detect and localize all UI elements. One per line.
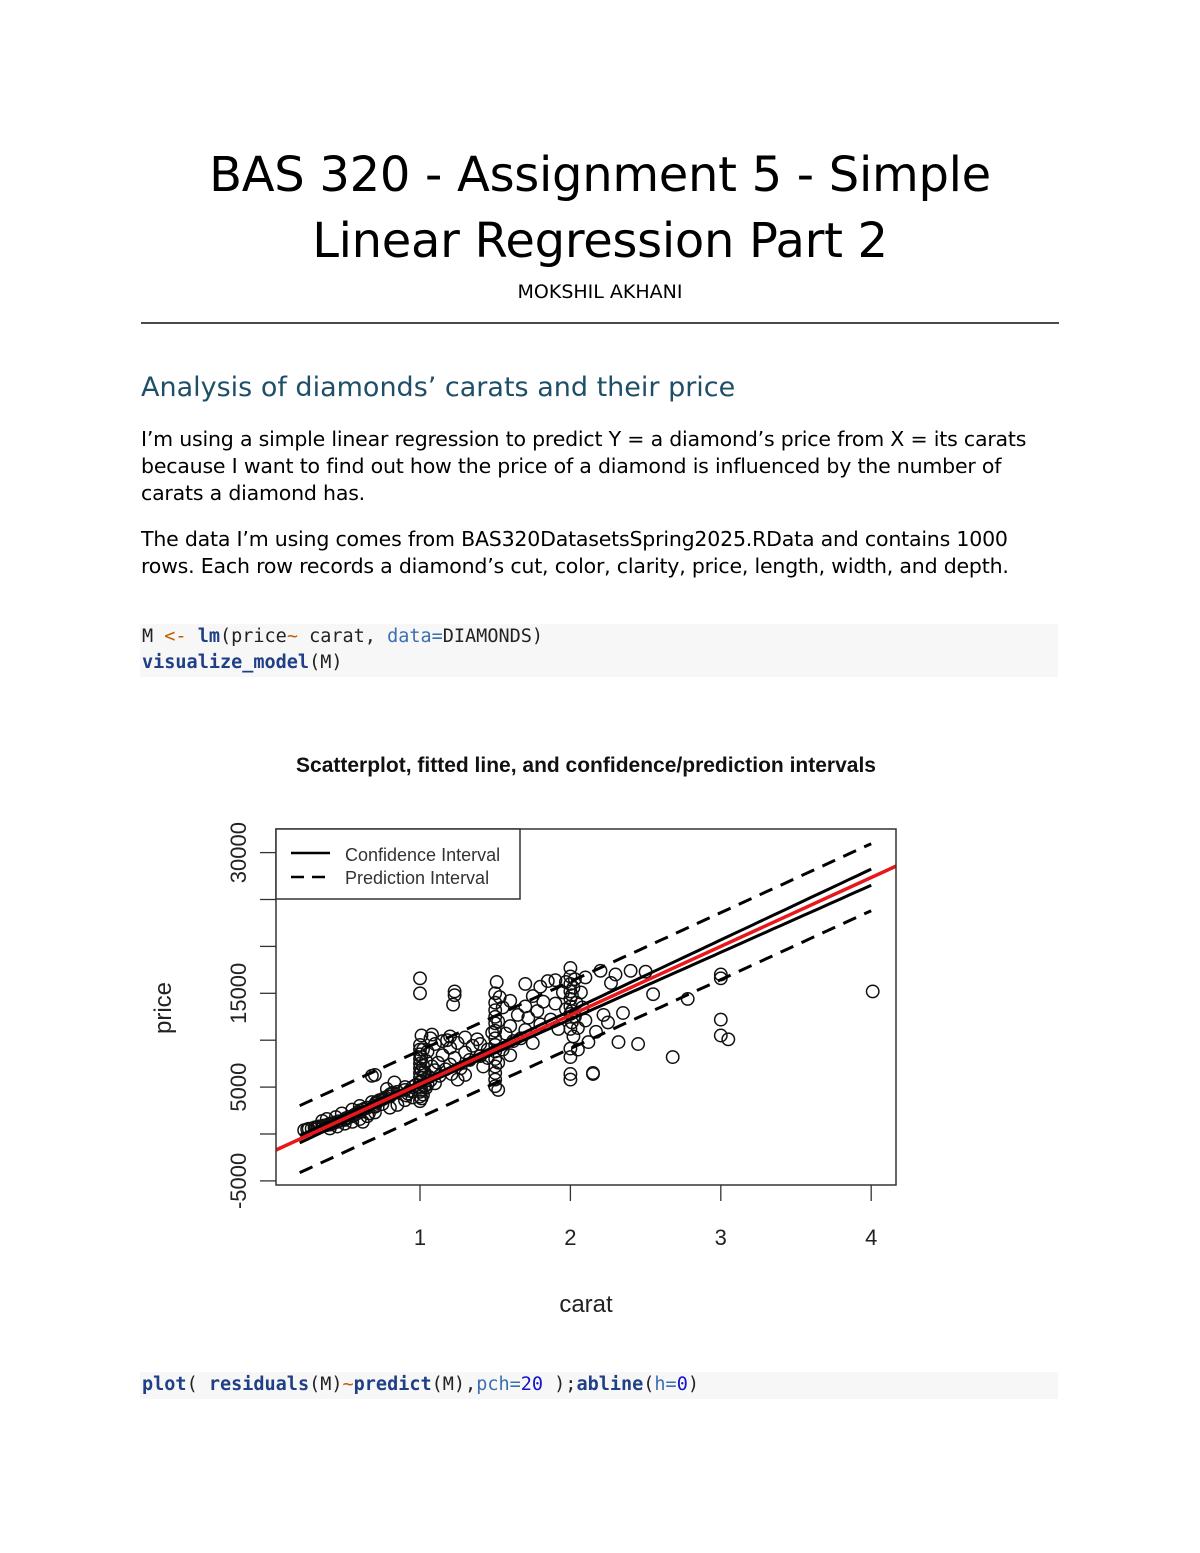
data-point — [631, 1037, 646, 1051]
data-point — [387, 1075, 402, 1090]
data-point — [563, 1072, 578, 1087]
plot-area — [276, 842, 896, 1174]
data-point — [510, 1007, 525, 1022]
data-point — [573, 985, 588, 1000]
data-point — [604, 976, 618, 990]
data-point — [721, 1032, 736, 1047]
data-point — [458, 1067, 473, 1082]
data-point — [521, 1010, 536, 1025]
data-point — [489, 975, 504, 989]
data-point — [596, 1007, 611, 1022]
x-tick-label: 2 — [564, 1225, 576, 1250]
data-point — [548, 996, 563, 1011]
y-tick-label: 15000 — [226, 963, 251, 1024]
legend-label-confidence: Confidence Interval — [345, 845, 500, 865]
legend-box — [275, 828, 521, 900]
data-point — [540, 974, 555, 989]
data-point — [446, 997, 461, 1012]
legend: Confidence Interval Prediction Interval — [275, 828, 521, 900]
data-point — [601, 1015, 615, 1030]
y-axis-label: price — [150, 982, 177, 1034]
code-block-model[interactable]: M <- lm(price~ carat, data=DIAMONDS) vis… — [140, 624, 1058, 677]
document-title: BAS 320 - Assignment 5 - Simple Linear R… — [141, 142, 1059, 274]
data-point — [865, 984, 880, 999]
data-point — [488, 1023, 503, 1038]
data-point — [447, 988, 462, 1003]
data-point — [413, 1052, 427, 1066]
data-point — [566, 1029, 581, 1044]
data-point — [447, 984, 462, 999]
data-point — [518, 976, 533, 991]
intro-paragraph: I’m using a simple linear regression to … — [141, 427, 1027, 505]
data-point — [488, 1059, 503, 1074]
data-point — [570, 1042, 585, 1057]
y-tick-label: -5000 — [226, 1153, 251, 1209]
data-point — [503, 993, 518, 1008]
data-point — [503, 1019, 518, 1034]
data-point — [623, 963, 638, 978]
title-line-2: Linear Regression Part 2 — [312, 213, 888, 269]
data-point — [564, 988, 579, 1003]
data-point — [548, 973, 563, 988]
data-point — [390, 1097, 405, 1112]
confidence-lower-line — [299, 883, 872, 1145]
section-heading: Analysis of diamonds’ carats and their p… — [141, 372, 736, 403]
data-point — [570, 1021, 585, 1035]
data-point — [440, 1033, 455, 1048]
data-point — [608, 967, 623, 982]
data-point — [420, 1044, 435, 1059]
data-point — [428, 1037, 442, 1051]
data-point — [616, 1006, 630, 1020]
data-point — [567, 972, 582, 987]
data-point — [563, 1021, 578, 1036]
x-axis-label: carat — [559, 1291, 613, 1318]
axes: -5000 5000 15000 30000 1 2 3 4 — [226, 822, 877, 1250]
data-point — [586, 1066, 600, 1080]
data-point — [413, 971, 427, 986]
confidence-upper-line — [299, 867, 872, 1137]
data-point — [713, 1012, 728, 1027]
data-point — [665, 1050, 680, 1065]
data-point — [413, 986, 427, 1001]
data-point — [611, 1035, 626, 1050]
data-point — [530, 1004, 545, 1019]
y-tick-label: 30000 — [226, 822, 251, 883]
x-tick-label: 3 — [715, 1225, 727, 1250]
title-line-1: BAS 320 - Assignment 5 - Simple — [209, 147, 991, 203]
data-point — [563, 1050, 578, 1065]
prediction-upper-line — [299, 842, 872, 1108]
chart-title: Scatterplot, fitted line, and confidence… — [296, 754, 876, 777]
data-point — [563, 1067, 578, 1081]
y-tick-label: 5000 — [226, 1063, 251, 1112]
data-description-paragraph: The data I’m using comes from BAS320Data… — [141, 527, 1009, 578]
author-name: MOKSHIL AKHANI — [517, 281, 683, 303]
code-block-residual-plot[interactable]: plot( residuals(M)~predict(M),pch=20 );a… — [140, 1372, 1058, 1399]
x-tick-label: 4 — [865, 1225, 877, 1250]
data-point — [503, 1048, 518, 1063]
title-divider — [141, 322, 1059, 324]
prediction-lower-line — [299, 909, 872, 1174]
data-point — [450, 1072, 465, 1087]
data-point — [414, 1028, 429, 1043]
data-point — [491, 1082, 506, 1097]
data-point — [563, 976, 578, 991]
data-point — [646, 987, 661, 1002]
plot-frame — [275, 828, 897, 1186]
data-point — [491, 1055, 506, 1070]
legend-label-prediction: Prediction Interval — [345, 868, 489, 888]
data-point — [488, 1066, 503, 1080]
fitted-regression-line — [276, 864, 896, 1152]
x-tick-label: 1 — [414, 1225, 426, 1250]
data-point — [473, 1037, 488, 1051]
data-point — [425, 1027, 439, 1042]
data-point — [713, 1028, 728, 1043]
data-point — [488, 986, 503, 1001]
